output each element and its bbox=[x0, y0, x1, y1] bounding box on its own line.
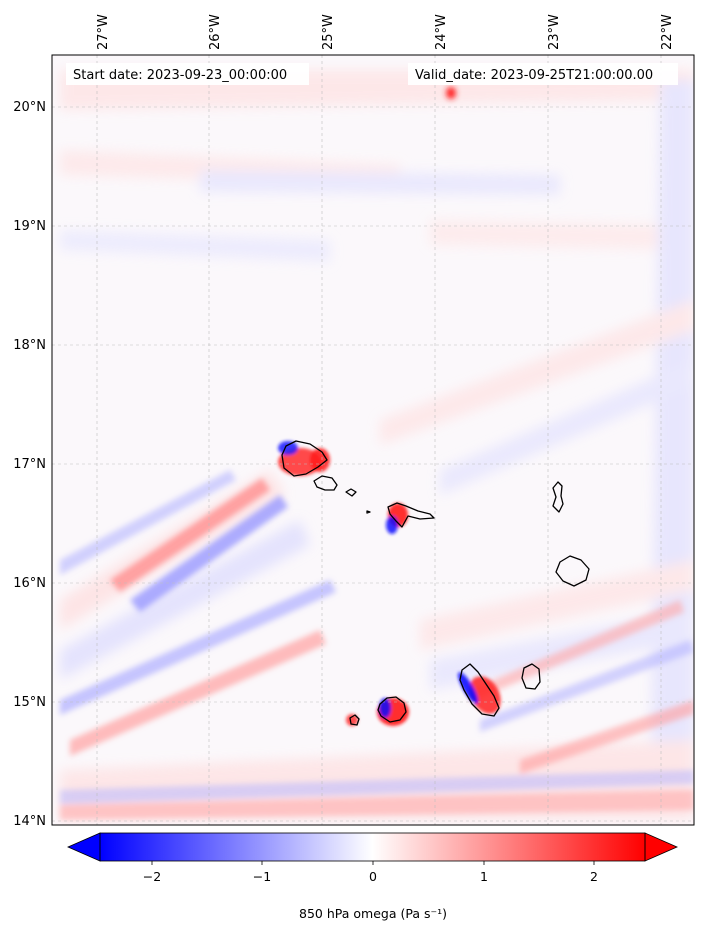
lat-tick-label: 16°N bbox=[13, 576, 46, 591]
colorbar-title: 850 hPa omega (Pa s⁻¹) bbox=[299, 906, 447, 921]
lon-tick-label: 24°W bbox=[434, 14, 449, 50]
field-streak-red bbox=[520, 700, 694, 774]
lat-tick-label: 15°N bbox=[13, 695, 46, 710]
valid-date-label: Valid_date: 2023-09-25T21:00:00.00 bbox=[415, 68, 653, 83]
island-sal bbox=[552, 481, 564, 513]
colorbar-tick-label: −1 bbox=[253, 869, 271, 884]
field-streak-red bbox=[60, 790, 694, 820]
field-spot-red bbox=[446, 87, 456, 99]
field-streak-red bbox=[470, 600, 684, 702]
island-maio bbox=[521, 663, 541, 690]
field-band-red bbox=[380, 300, 694, 445]
field-streak-blue bbox=[60, 580, 336, 715]
map-frame bbox=[51, 54, 695, 826]
lon-tick-label: 27°W bbox=[96, 14, 111, 50]
start-date-label: Start date: 2023-09-23_00:00:00 bbox=[73, 68, 287, 83]
lon-tick-labels: 27°W 26°W 25°W 24°W 23°W 22°W bbox=[96, 14, 675, 50]
island-brava bbox=[349, 714, 360, 726]
dipole-blue bbox=[458, 672, 478, 704]
dipole-red bbox=[310, 448, 330, 472]
colorbar-tick-labels: −2 −1 0 1 2 bbox=[143, 869, 598, 884]
field-band-red bbox=[430, 220, 690, 250]
dipole-blue bbox=[278, 441, 298, 455]
field-band-blue bbox=[60, 230, 330, 262]
coastlines bbox=[281, 440, 590, 726]
field-streak-red bbox=[70, 630, 326, 756]
colorbar-extend-max bbox=[644, 832, 678, 862]
colorbar-tick-label: −2 bbox=[143, 869, 161, 884]
lon-tick-label: 26°W bbox=[208, 14, 223, 50]
field-streak-red bbox=[110, 478, 270, 592]
colorbar-tick-label: 2 bbox=[590, 869, 598, 884]
colorbar-frame bbox=[99, 832, 646, 862]
valid-date-box: Valid_date: 2023-09-25T21:00:00.00 bbox=[408, 63, 678, 85]
colorbar-body bbox=[100, 833, 645, 861]
start-date-background bbox=[66, 63, 309, 85]
island-fogo bbox=[377, 696, 407, 723]
field-band-red bbox=[420, 560, 694, 650]
lon-tick-label: 22°W bbox=[660, 14, 675, 50]
field-band-blue bbox=[60, 520, 310, 680]
colorbar-extend-min bbox=[67, 832, 101, 862]
lat-tick-label: 14°N bbox=[13, 814, 46, 829]
lon-tick-label: 23°W bbox=[547, 14, 562, 50]
island-santa-luzia bbox=[345, 488, 357, 497]
start-date-box: Start date: 2023-09-23_00:00:00 bbox=[66, 63, 309, 85]
lat-tick-label: 17°N bbox=[13, 457, 46, 472]
lat-tick-label: 18°N bbox=[13, 338, 46, 353]
dipole-red bbox=[469, 676, 501, 714]
island-sao-nicolau bbox=[366, 502, 435, 528]
colorbar: −2 −1 0 1 2 850 hPa omega (Pa s⁻¹) bbox=[67, 832, 678, 921]
lon-tick-label: 25°W bbox=[321, 14, 336, 50]
colorbar-tick-label: 1 bbox=[480, 869, 488, 884]
lat-tick-labels: 20°N 19°N 18°N 17°N 16°N 15°N 14°N bbox=[13, 100, 46, 829]
field-band-blue bbox=[200, 170, 560, 195]
lat-tick-label: 20°N bbox=[13, 100, 46, 115]
field-streak-blue bbox=[60, 770, 694, 804]
field-streak-blue bbox=[480, 640, 694, 732]
island-sao-vicente bbox=[313, 475, 338, 491]
colorbar-ticks bbox=[151, 861, 595, 865]
island-santiago bbox=[459, 663, 500, 717]
lat-tick-label: 19°N bbox=[13, 219, 46, 234]
field-streak-blue bbox=[60, 470, 236, 575]
gridlines bbox=[52, 55, 694, 825]
island-santo-antao bbox=[281, 440, 328, 477]
valid-date-background bbox=[408, 63, 678, 85]
omega-field-streaks bbox=[60, 87, 694, 820]
dipole-blue bbox=[386, 516, 398, 534]
colorbar-tick-label: 0 bbox=[369, 869, 377, 884]
map-panel: Start date: 2023-09-23_00:00:00 Valid_da… bbox=[51, 54, 695, 826]
field-band-blue bbox=[440, 360, 694, 495]
dipole-red bbox=[346, 714, 358, 726]
island-boa-vista bbox=[555, 555, 590, 587]
